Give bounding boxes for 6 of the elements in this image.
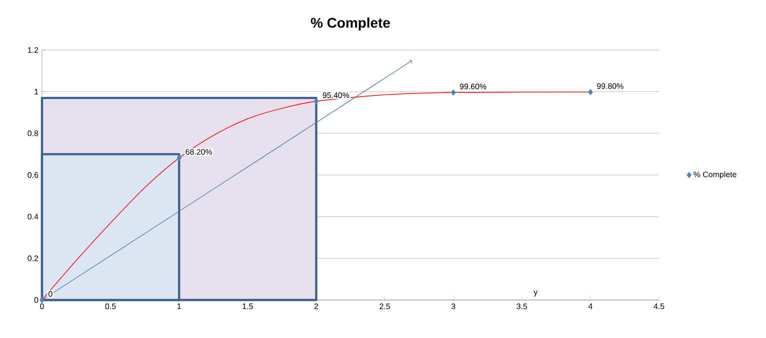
point <box>40 296 44 304</box>
point <box>450 89 456 96</box>
point <box>314 98 319 104</box>
point <box>588 88 593 96</box>
chart-title: % Complete <box>310 17 390 30</box>
point <box>176 154 182 162</box>
